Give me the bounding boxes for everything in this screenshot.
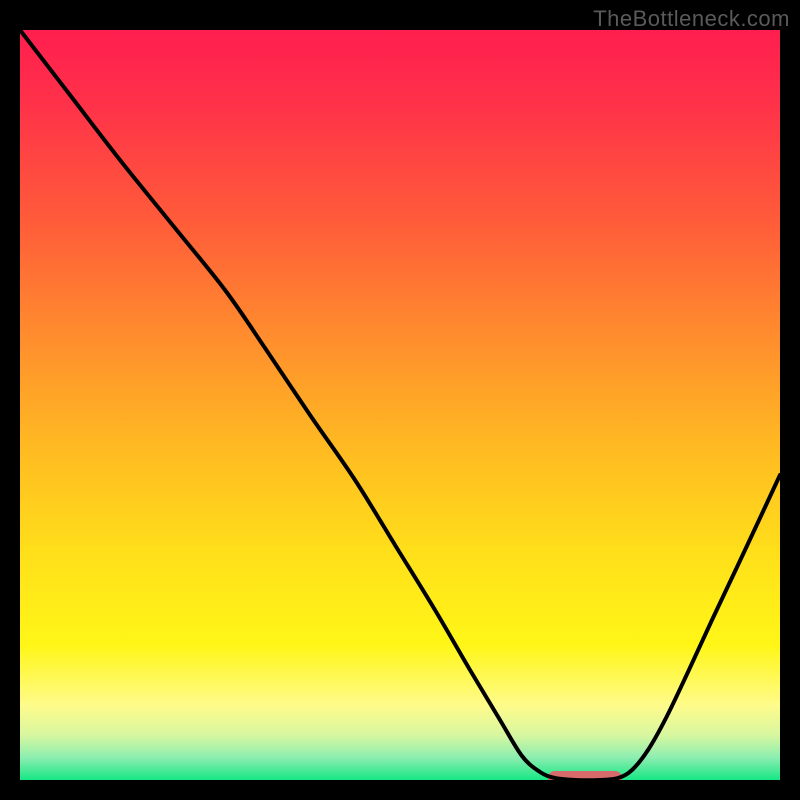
chart-svg bbox=[0, 0, 800, 800]
chart-stage: TheBottleneck.com bbox=[0, 0, 800, 800]
plot-background bbox=[20, 30, 780, 780]
watermark-text: TheBottleneck.com bbox=[593, 6, 790, 32]
